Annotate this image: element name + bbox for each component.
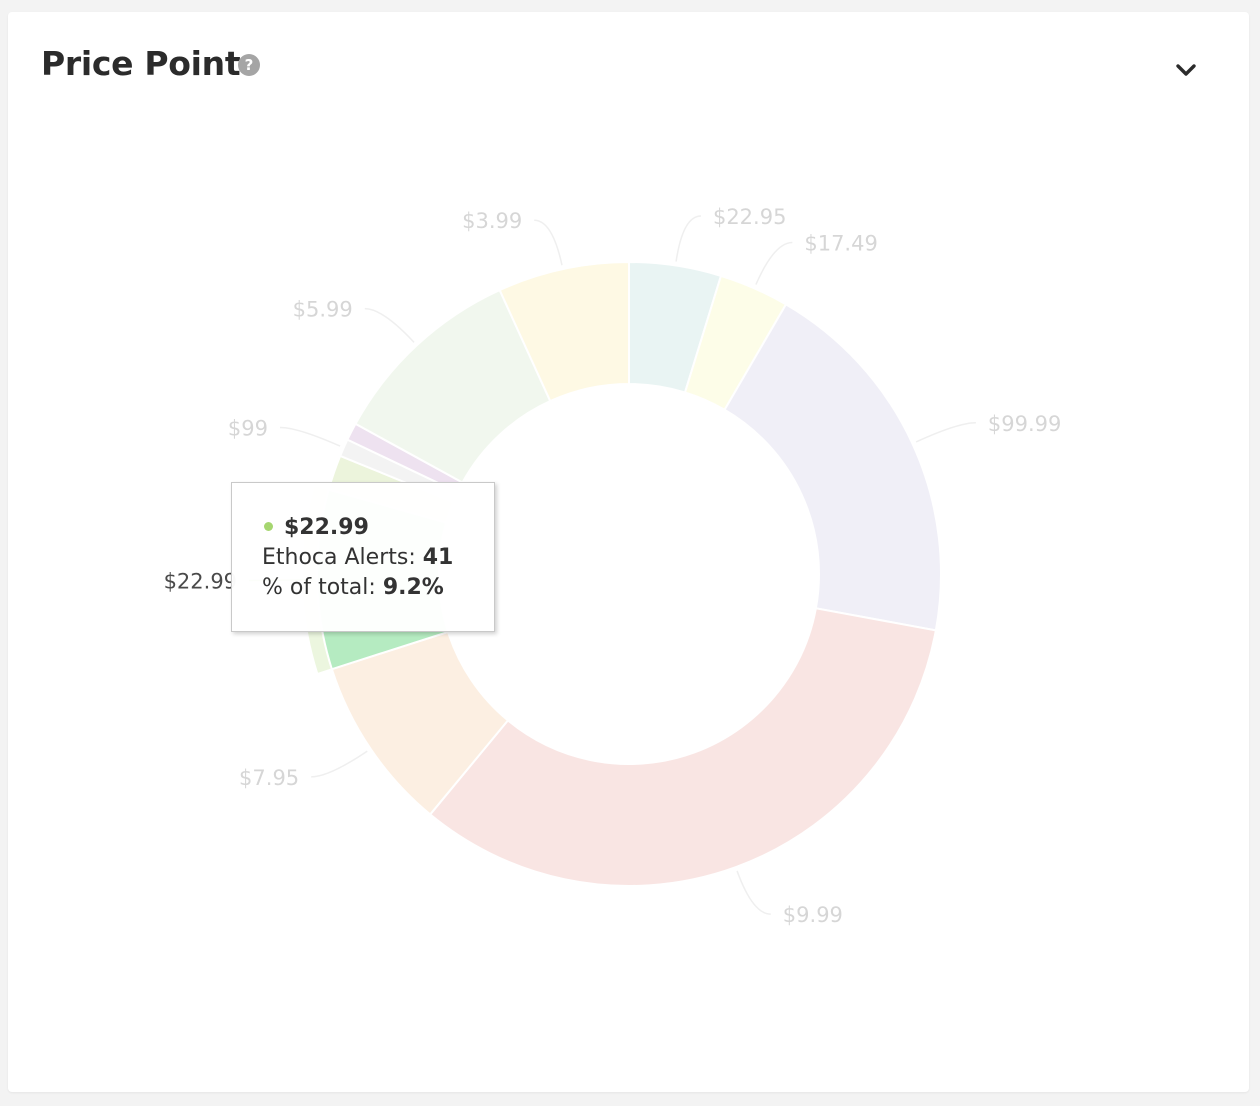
slice-3-99[interactable] [498, 260, 630, 403]
data-label-17-49: $17.49 [804, 231, 877, 255]
data-label-22-99: $22.99 [164, 569, 237, 593]
data-label-5-99: $5.99 [293, 298, 353, 322]
tooltip-percent-value: 9.2% [382, 575, 444, 600]
slice-9-99[interactable] [428, 607, 938, 887]
slice-99-99[interactable] [723, 302, 942, 632]
data-label-99: $99 [228, 416, 268, 440]
data-label-7-95: $7.95 [239, 766, 299, 790]
connector-17-49 [755, 241, 793, 285]
connector-9-99 [736, 870, 771, 915]
data-label-3-99: $3.99 [462, 209, 522, 233]
price-point-card [8, 12, 1249, 1092]
connector-5-99 [364, 307, 415, 343]
data-label-22-95: $22.95 [713, 205, 786, 229]
connector-7-95 [311, 750, 368, 778]
connector-22-95 [675, 215, 702, 262]
card-title: Price Point [41, 44, 241, 83]
tooltip-alerts-value: 41 [422, 545, 454, 570]
data-label-9-99: $9.99 [783, 903, 843, 927]
series-dot-icon [264, 522, 273, 531]
tooltip-category: $22.99 [284, 515, 369, 540]
chevron-down-icon[interactable] [1170, 54, 1202, 86]
data-label-99-99: $99.99 [988, 412, 1061, 436]
tooltip-percent-label: % of total: [262, 575, 383, 600]
connector-3-99 [534, 219, 563, 266]
connector-99-99 [915, 422, 976, 443]
chart-tooltip: $22.99 Ethoca Alerts: 41 % of total: 9.2… [231, 482, 495, 632]
tooltip-alerts-label: Ethoca Alerts: [262, 545, 423, 570]
connector-99 [279, 426, 341, 447]
question-circle-icon[interactable]: ? [238, 54, 260, 76]
